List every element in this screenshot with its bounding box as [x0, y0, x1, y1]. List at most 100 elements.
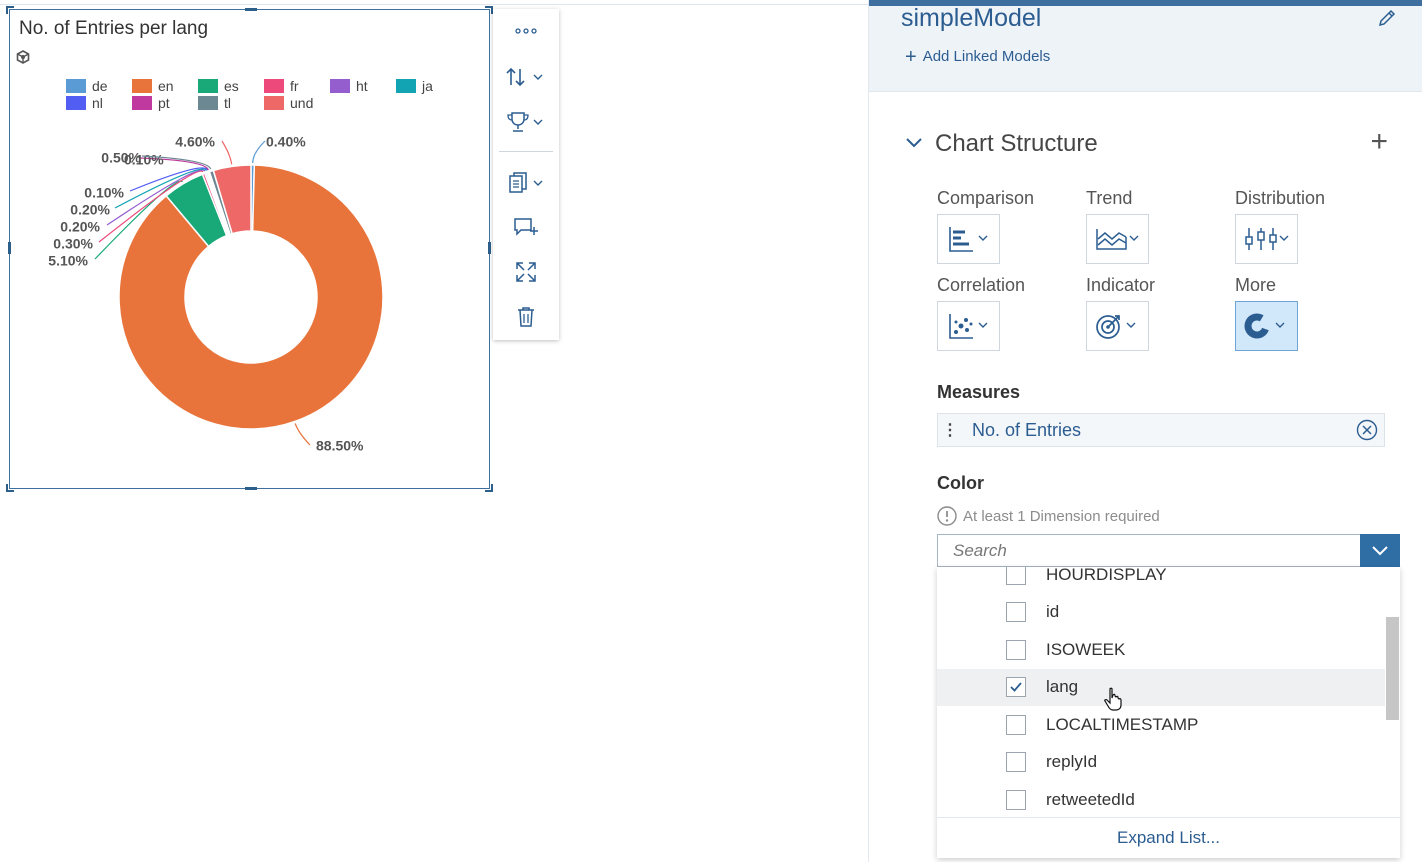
legend-label: en — [158, 77, 174, 94]
checkbox[interactable] — [1006, 714, 1026, 735]
data-label-es: 5.10% — [48, 253, 88, 269]
legend-item-ja[interactable]: ja — [396, 77, 462, 94]
builder-panel: simpleModel + Add Linked Models Chart St… — [868, 0, 1422, 862]
dimension-item[interactable]: retweetedId — [937, 781, 1385, 817]
dimension-item[interactable]: ISOWEEK — [937, 631, 1385, 668]
rank-button[interactable] — [493, 104, 559, 140]
distribution-chart-button[interactable] — [1235, 214, 1298, 264]
color-label: Color — [937, 473, 984, 493]
legend-swatch — [264, 95, 284, 110]
dropdown-toggle-button[interactable] — [1360, 534, 1400, 567]
donut-chart: 0.40%88.50%5.10%0.30%0.20%0.20%0.10%0.10… — [48, 134, 384, 454]
legend-item-de[interactable]: de — [66, 77, 132, 94]
chevron-down-icon[interactable] — [905, 136, 923, 150]
correlation-chart-button[interactable] — [937, 301, 1000, 351]
checkbox[interactable] — [1006, 567, 1026, 585]
resize-handle[interactable] — [245, 487, 257, 490]
dimension-label: replyId — [1046, 752, 1098, 771]
chart-type-label: Indicator — [1086, 275, 1156, 295]
resize-handle[interactable] — [485, 6, 493, 14]
add-linked-models-link[interactable]: + Add Linked Models — [905, 45, 1050, 68]
legend-item-tl[interactable]: tl — [198, 94, 264, 111]
donut-slice-und[interactable] — [212, 164, 252, 235]
expand-list-link[interactable]: Expand List... — [937, 817, 1400, 858]
dimension-label: retweetedId — [1046, 789, 1135, 809]
chart-type-label: Correlation — [937, 275, 1026, 295]
drag-handle-icon[interactable]: ⋮ — [942, 422, 958, 439]
scrollbar[interactable] — [1385, 567, 1400, 817]
dimension-label: HOURDISPLAY — [1046, 567, 1167, 584]
resize-handle[interactable] — [488, 242, 491, 254]
measures-label: Measures — [937, 382, 1021, 402]
legend-item-ht[interactable]: ht — [330, 77, 396, 94]
legend-item-pt[interactable]: pt — [132, 94, 198, 111]
legend-label: ja — [422, 77, 433, 94]
chart-widget[interactable]: No. of Entries per lang de en es fr ht ja nl p… — [6, 6, 493, 492]
measure-token[interactable]: ⋮ No. of Entries — [937, 413, 1385, 447]
dimension-item[interactable]: id — [937, 594, 1385, 631]
resize-handle[interactable] — [8, 242, 11, 254]
comparison-chart-button[interactable] — [937, 214, 1000, 264]
more-icon — [515, 28, 537, 34]
more-chart-button[interactable] — [1235, 301, 1298, 351]
section-title[interactable]: Chart Structure — [935, 130, 1098, 157]
area-chart-icon — [1095, 229, 1138, 250]
leader-line-ht — [106, 169, 206, 226]
legend-label: ht — [356, 77, 368, 94]
trend-chart-button[interactable] — [1086, 214, 1149, 264]
dimension-item[interactable]: HOURDISPLAY — [937, 567, 1385, 593]
resize-handle[interactable] — [485, 484, 493, 492]
donut-slice-en[interactable] — [118, 164, 384, 430]
data-label-de: 0.40% — [266, 134, 306, 150]
data-label-tl: 0.50% — [101, 150, 141, 166]
hand-cursor-icon — [1104, 687, 1122, 711]
chart-toolbar — [493, 9, 559, 340]
remove-circle-icon[interactable] — [1356, 419, 1378, 441]
checkbox[interactable] — [1006, 602, 1026, 622]
add-comment-button[interactable] — [493, 209, 559, 245]
legend-swatch — [264, 78, 284, 93]
legend-label: es — [224, 77, 239, 94]
donut-chart-icon — [1244, 313, 1284, 339]
add-icon[interactable]: + — [1370, 125, 1388, 158]
sort-icon — [506, 67, 543, 87]
resize-handle[interactable] — [245, 8, 257, 11]
legend-item-nl[interactable]: nl — [66, 94, 132, 111]
legend-swatch — [396, 78, 416, 93]
resize-handle[interactable] — [6, 6, 14, 14]
indicator-chart-button[interactable] — [1086, 301, 1149, 351]
dimension-item[interactable]: lang — [937, 668, 1385, 706]
copy-button[interactable] — [493, 165, 559, 201]
legend-item-en[interactable]: en — [132, 77, 198, 94]
more-actions-button[interactable] — [493, 13, 559, 49]
legend-item-fr[interactable]: fr — [264, 77, 330, 94]
checkbox[interactable] — [1006, 639, 1026, 660]
delete-button[interactable] — [493, 299, 559, 335]
checkbox[interactable] — [1006, 677, 1026, 697]
leader-line-pt — [139, 157, 209, 171]
pencil-icon[interactable] — [1377, 8, 1397, 28]
fullscreen-button[interactable] — [493, 254, 559, 290]
leader-line-de — [252, 140, 266, 164]
legend-label: nl — [92, 94, 103, 111]
resize-handle[interactable] — [6, 484, 14, 492]
trash-icon — [518, 307, 534, 327]
search-input[interactable] — [938, 535, 1360, 566]
legend-item-und[interactable]: und — [264, 94, 330, 111]
dimension-item[interactable]: replyId — [937, 744, 1385, 781]
dimension-search[interactable] — [937, 534, 1400, 567]
chart-type-label: Comparison — [937, 188, 1035, 208]
checkbox[interactable] — [1006, 789, 1026, 810]
legend-item-es[interactable]: es — [198, 77, 264, 94]
checkbox[interactable] — [1006, 752, 1026, 772]
trophy-icon — [507, 112, 543, 132]
plus-icon: + — [905, 45, 917, 68]
cube-icon[interactable] — [16, 50, 30, 64]
dimension-item[interactable]: LOCALTIMESTAMP — [937, 706, 1385, 743]
dimension-list: HOURDISPLAY id ISOWEEK lang LOCALTIMESTAMP re… — [937, 567, 1385, 817]
expand-icon — [516, 262, 536, 282]
sort-button[interactable] — [493, 59, 559, 95]
model-title[interactable]: simpleModel — [901, 4, 1042, 32]
scrollbar-thumb[interactable] — [1386, 617, 1399, 720]
panel-header: simpleModel + Add Linked Models — [869, 0, 1422, 92]
